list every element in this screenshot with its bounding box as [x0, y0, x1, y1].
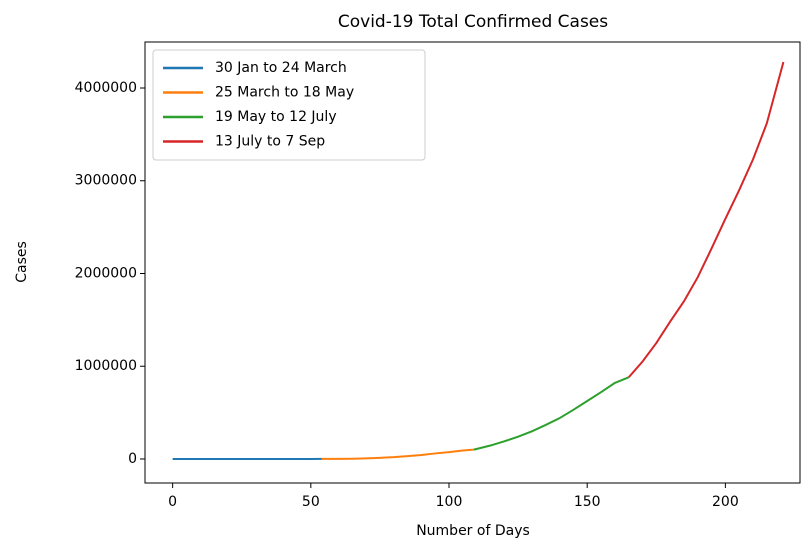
y-tick-label: 2000000 — [75, 265, 137, 281]
x-axis-label: Number of Days — [416, 523, 530, 539]
legend-label: 13 July to 7 Sep — [215, 134, 325, 150]
x-tick-label: 50 — [302, 494, 320, 510]
x-tick-label: 100 — [436, 494, 463, 510]
y-tick-label: 1000000 — [75, 358, 137, 374]
x-tick-label: 0 — [168, 494, 177, 510]
x-tick-label: 200 — [712, 494, 739, 510]
y-tick-label: 0 — [128, 451, 137, 467]
chart-title: Covid-19 Total Confirmed Cases — [338, 12, 608, 32]
line — [474, 377, 629, 449]
y-axis-label: Cases — [14, 241, 30, 283]
legend-label: 19 May to 12 July — [215, 109, 337, 125]
legend-label: 30 Jan to 24 March — [215, 60, 347, 76]
legend: 30 Jan to 24 March 25 March to 18 May 19 M… — [153, 50, 425, 160]
y-tick-label: 3000000 — [75, 173, 137, 189]
x-tick-label: 150 — [574, 494, 601, 510]
line — [322, 450, 474, 459]
y-tick-label: 4000000 — [75, 80, 137, 96]
legend-label: 25 March to 18 May — [215, 85, 354, 101]
line — [629, 62, 784, 377]
